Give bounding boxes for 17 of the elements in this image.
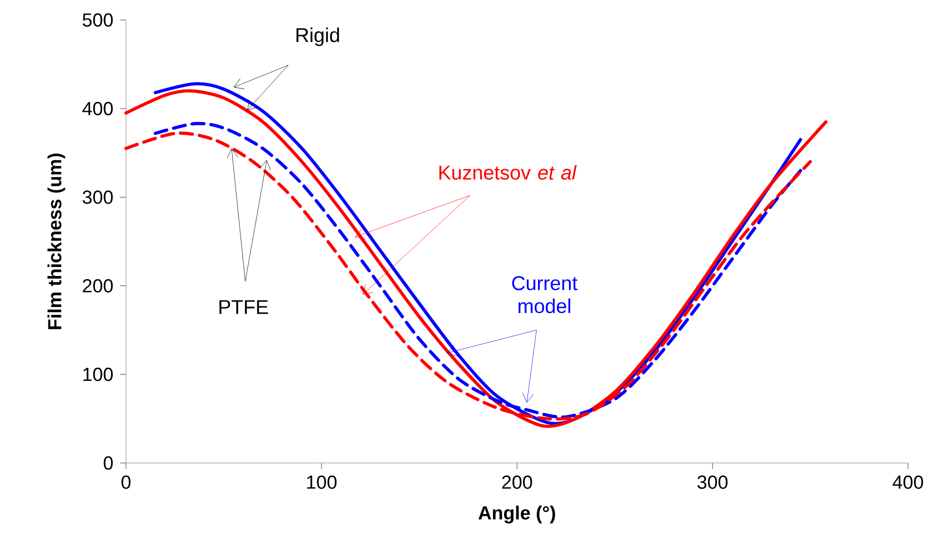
y-tick-label: 200 xyxy=(82,279,113,292)
annotation: Kuznetsov et al xyxy=(439,165,577,180)
x-tick-label: 0 xyxy=(121,475,131,489)
x-tick-label: 100 xyxy=(307,475,337,489)
annotation: Current model xyxy=(512,276,578,314)
y-tick-label: 500 xyxy=(82,13,113,27)
annotation: PTFE xyxy=(219,300,268,314)
x-axis-title: Angle (°) xyxy=(478,506,556,524)
y-tick-label: 300 xyxy=(82,190,113,204)
x-tick-label: 400 xyxy=(892,475,924,489)
x-tick-label: 300 xyxy=(697,475,728,489)
y-axis-title: Film thickness (um) xyxy=(47,154,66,330)
y-tick-label: 100 xyxy=(83,368,113,382)
x-tick-label: 200 xyxy=(502,475,532,489)
y-tick-label: 400 xyxy=(82,102,113,116)
y-tick-label: 0 xyxy=(104,456,113,470)
annotation: Rigid xyxy=(296,28,340,46)
